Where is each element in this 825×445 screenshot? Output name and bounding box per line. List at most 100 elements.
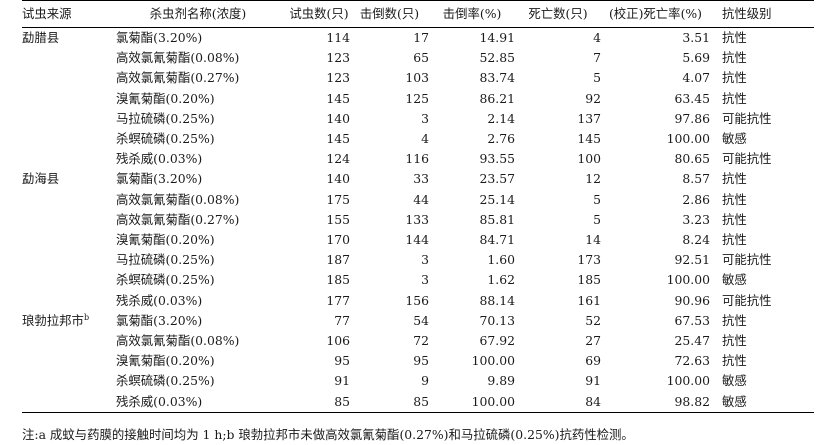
- cell-dead-text: 137: [577, 110, 601, 126]
- cell-tested-text: 85: [334, 393, 350, 409]
- cell-knockdown-rate: 85.81: [429, 210, 515, 230]
- cell-knockdown-text: 72: [413, 333, 429, 349]
- cell-mortality: 90.96: [601, 291, 710, 311]
- cell-dead: 137: [515, 109, 601, 129]
- cell-insecticide-text: 杀螟硫磷(0.25%): [116, 131, 215, 147]
- table-row: 溴氰菊酯(0.20%) 95 95 100.00 69 72.63 抗性: [22, 351, 814, 371]
- cell-mortality: 3.51: [601, 28, 710, 49]
- cell-dead-text: 161: [577, 292, 601, 308]
- cell-tested-text: 155: [326, 211, 350, 227]
- cell-dead: 84: [515, 391, 601, 413]
- cell-dead-text: 91: [585, 373, 601, 389]
- cell-tested-text: 140: [326, 171, 350, 187]
- cell-dead-text: 14: [585, 232, 601, 248]
- cell-resistance: 抗性: [710, 28, 814, 49]
- cell-resistance: 可能抗性: [710, 149, 814, 169]
- cell-insecticide-text: 高效氯氰菊酯(0.27%): [116, 211, 240, 227]
- cell-mortality-text: 80.65: [674, 151, 710, 167]
- cell-knockdown-rate: 14.91: [429, 28, 515, 49]
- cell-region: [22, 48, 108, 68]
- cell-knockdown: 125: [350, 89, 429, 109]
- cell-knockdown-text: 3: [421, 272, 429, 288]
- cell-insecticide-text: 溴氰菊酯(0.20%): [116, 90, 215, 106]
- cell-tested: 145: [288, 129, 350, 149]
- table-row: 马拉硫磷(0.25%) 187 3 1.60 173 92.51 可能抗性: [22, 250, 814, 270]
- cell-insecticide: 高效氯氰菊酯(0.27%): [108, 210, 288, 230]
- cell-knockdown-rate-text: 100.00: [471, 393, 515, 409]
- cell-insecticide-text: 杀螟硫磷(0.25%): [116, 373, 215, 389]
- cell-mortality-text: 2.86: [682, 191, 710, 207]
- cell-knockdown-rate: 23.57: [429, 169, 515, 189]
- cell-resistance: 抗性: [710, 190, 814, 210]
- cell-resistance-text: 可能抗性: [722, 110, 772, 126]
- cell-region: [22, 291, 108, 311]
- cell-resistance: 抗性: [710, 210, 814, 230]
- cell-dead-text: 84: [585, 393, 601, 409]
- cell-insecticide: 残杀威(0.03%): [108, 291, 288, 311]
- cell-knockdown: 54: [350, 311, 429, 331]
- cell-knockdown: 144: [350, 230, 429, 250]
- cell-knockdown-text: 156: [405, 292, 429, 308]
- cell-resistance-text: 抗性: [722, 70, 747, 86]
- cell-knockdown-text: 17: [413, 30, 429, 45]
- cell-resistance-text: 抗性: [722, 50, 747, 66]
- cell-insecticide: 残杀威(0.03%): [108, 149, 288, 169]
- cell-knockdown: 116: [350, 149, 429, 169]
- cell-tested-text: 145: [326, 131, 350, 147]
- cell-insecticide-text: 残杀威(0.03%): [116, 151, 203, 167]
- cell-resistance: 抗性: [710, 311, 814, 331]
- cell-mortality-text: 25.47: [674, 333, 710, 349]
- cell-dead-text: 69: [585, 353, 601, 369]
- cell-knockdown-text: 33: [413, 171, 429, 187]
- cell-knockdown: 9: [350, 371, 429, 391]
- cell-resistance-text: 抗性: [722, 353, 747, 369]
- cell-insecticide: 溴氰菊酯(0.20%): [108, 89, 288, 109]
- cell-region: [22, 190, 108, 210]
- cell-dead: 52: [515, 311, 601, 331]
- table-row: 杀螟硫磷(0.25%) 185 3 1.62 185 100.00 敏感: [22, 270, 814, 290]
- cell-insecticide-text: 氯菊酯(3.20%): [116, 312, 203, 328]
- cell-insecticide: 氯菊酯(3.20%): [108, 28, 288, 49]
- cell-knockdown-rate: 2.14: [429, 109, 515, 129]
- cell-mortality: 72.63: [601, 351, 710, 371]
- cell-region: [22, 250, 108, 270]
- cell-insecticide-text: 马拉硫磷(0.25%): [116, 252, 215, 268]
- cell-mortality-text: 4.07: [682, 70, 710, 86]
- table-row: 残杀威(0.03%) 124 116 93.55 100 80.65 可能抗性: [22, 149, 814, 169]
- cell-region: [22, 129, 108, 149]
- cell-tested-text: 170: [326, 232, 350, 248]
- cell-knockdown-text: 3: [421, 252, 429, 268]
- cell-insecticide: 高效氯氰菊酯(0.08%): [108, 48, 288, 68]
- cell-mortality: 4.07: [601, 68, 710, 88]
- cell-mortality: 92.51: [601, 250, 710, 270]
- table-row: 琅勃拉邦市b 氯菊酯(3.20%) 77 54 70.13 52 67.53 抗性: [22, 311, 814, 331]
- cell-insecticide-text: 氯菊酯(3.20%): [116, 171, 203, 187]
- cell-knockdown: 44: [350, 190, 429, 210]
- header-knockdown: 击倒数(只): [350, 0, 429, 28]
- cell-dead-text: 5: [593, 191, 601, 207]
- cell-dead: 12: [515, 169, 601, 189]
- cell-mortality-text: 72.63: [674, 353, 710, 369]
- table-row: 杀螟硫磷(0.25%) 145 4 2.76 145 100.00 敏感: [22, 129, 814, 149]
- cell-tested: 95: [288, 351, 350, 371]
- cell-tested: 177: [288, 291, 350, 311]
- cell-tested-text: 140: [326, 110, 350, 126]
- cell-knockdown: 95: [350, 351, 429, 371]
- cell-tested-text: 145: [326, 90, 350, 106]
- cell-knockdown-text: 9: [421, 373, 429, 389]
- cell-knockdown-rate-text: 85.81: [479, 211, 515, 227]
- header-dead: 死亡数(只): [515, 0, 601, 28]
- cell-dead-text: 4: [593, 30, 601, 45]
- cell-mortality: 100.00: [601, 129, 710, 149]
- cell-region: 琅勃拉邦市b: [22, 311, 108, 331]
- cell-tested: 106: [288, 331, 350, 351]
- cell-mortality-text: 8.57: [682, 171, 710, 187]
- cell-knockdown: 65: [350, 48, 429, 68]
- cell-knockdown-rate: 100.00: [429, 351, 515, 371]
- cell-mortality-text: 90.96: [674, 292, 710, 308]
- cell-mortality: 8.24: [601, 230, 710, 250]
- cell-knockdown-rate: 83.74: [429, 68, 515, 88]
- cell-insecticide: 马拉硫磷(0.25%): [108, 250, 288, 270]
- cell-knockdown: 4: [350, 129, 429, 149]
- cell-knockdown-rate: 25.14: [429, 190, 515, 210]
